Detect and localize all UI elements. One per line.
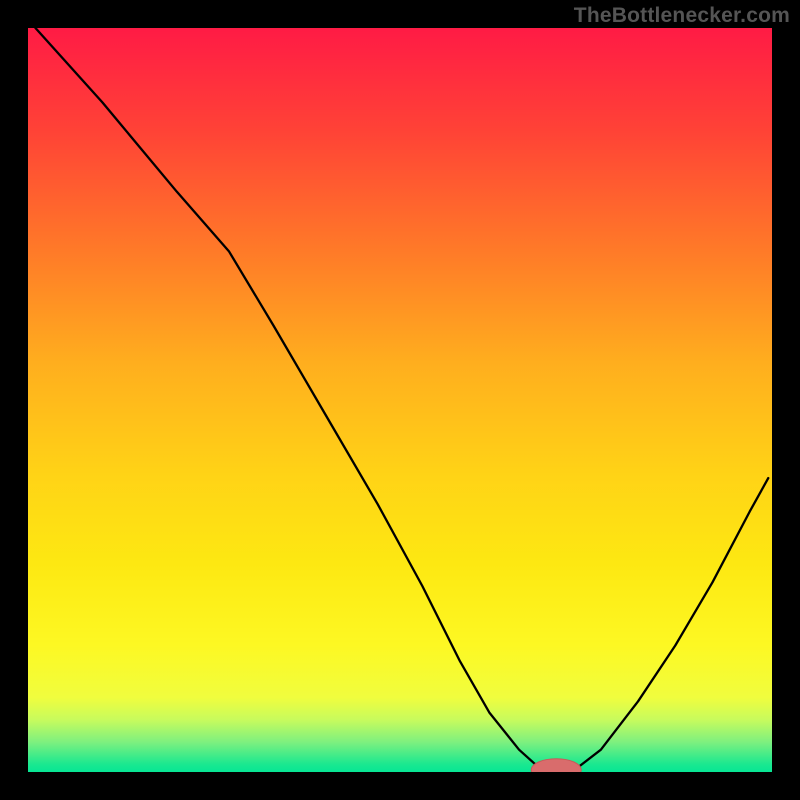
- bottleneck-chart: [0, 0, 800, 800]
- plot-background-gradient: [28, 28, 772, 772]
- chart-container: TheBottlenecker.com: [0, 0, 800, 800]
- watermark-text: TheBottlenecker.com: [574, 4, 790, 28]
